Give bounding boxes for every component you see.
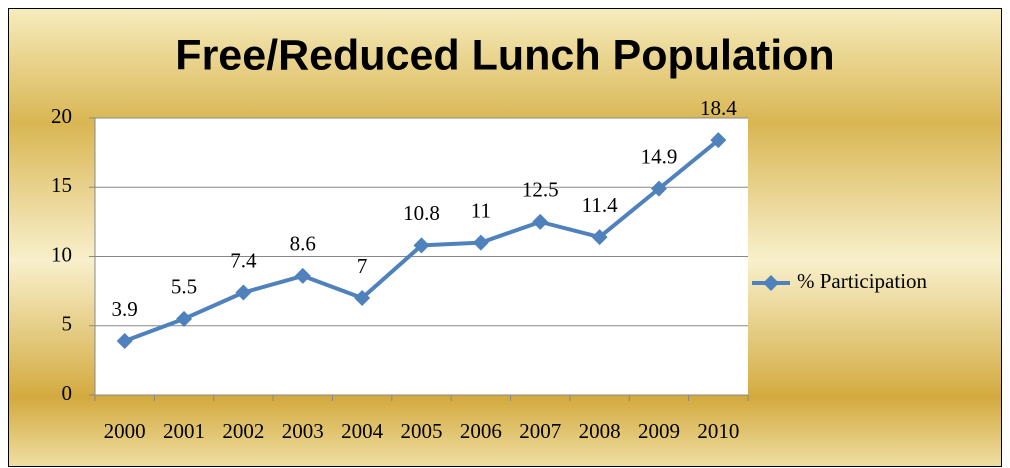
x-tick-label: 2003 (282, 419, 324, 443)
marker (650, 180, 667, 197)
chart-title: Free/Reduced Lunch Population (175, 31, 834, 79)
marker (354, 290, 371, 307)
marker (294, 267, 311, 284)
data-label: 11.4 (582, 193, 618, 217)
data-label: 14.9 (641, 144, 678, 168)
y-tick-label: 20 (51, 104, 72, 128)
data-label: 8.6 (290, 232, 316, 256)
x-tick-label: 2000 (104, 419, 146, 443)
data-label: 3.9 (112, 297, 138, 321)
marker (176, 310, 193, 327)
y-tick-label: 5 (62, 312, 73, 336)
x-tick-label: 2006 (460, 419, 502, 443)
marker (591, 229, 608, 246)
marker (413, 237, 430, 254)
data-label: 7.4 (230, 248, 257, 272)
data-label: 11 (471, 198, 491, 222)
y-tick-label: 10 (51, 242, 72, 266)
x-tick-label: 2004 (341, 419, 384, 443)
x-tick-label: 2007 (519, 419, 561, 443)
y-tick-label: 15 (51, 173, 72, 197)
data-label: 5.5 (171, 275, 197, 299)
x-tick-label: 2005 (401, 419, 443, 443)
marker (116, 332, 133, 349)
marker (710, 132, 727, 149)
data-label: 12.5 (522, 178, 559, 202)
x-tick-label: 2008 (579, 419, 621, 443)
x-tick-label: 2001 (163, 419, 205, 443)
x-tick-label: 2010 (697, 419, 739, 443)
marker (472, 234, 489, 251)
y-tick-label: 0 (62, 381, 73, 405)
marker (532, 213, 549, 230)
data-label: 7 (357, 254, 368, 278)
data-label: 10.8 (403, 201, 440, 225)
x-tick-label: 2002 (222, 419, 264, 443)
marker (235, 284, 252, 301)
legend-label: % Participation (797, 269, 928, 293)
legend-marker (763, 275, 779, 291)
data-label: 18.4 (700, 96, 737, 120)
x-tick-label: 2009 (638, 419, 680, 443)
